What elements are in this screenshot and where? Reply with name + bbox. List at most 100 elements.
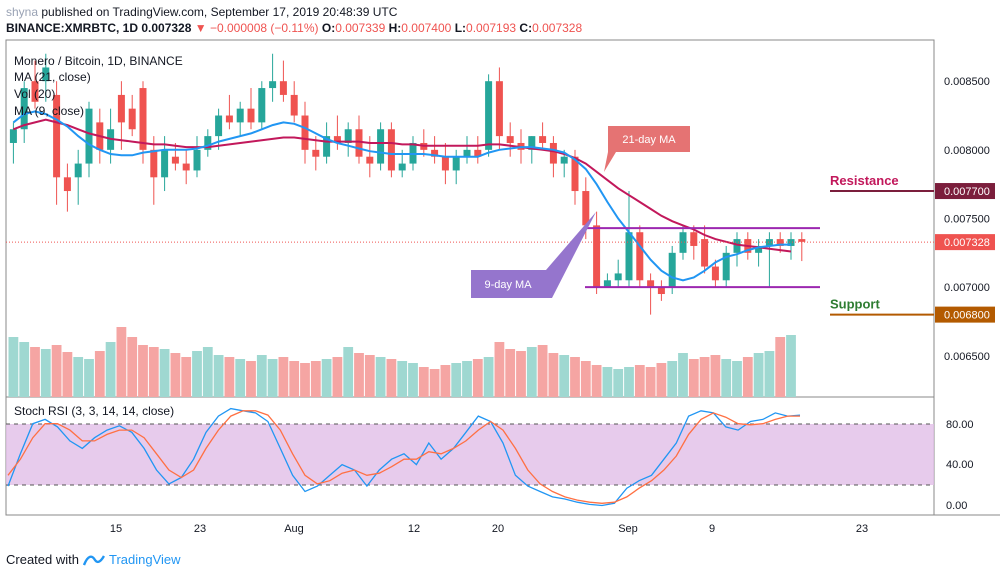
volume-bar <box>667 361 678 397</box>
volume-bar <box>732 361 742 397</box>
candle-body <box>733 239 741 253</box>
created-with-label: Created with <box>6 552 79 567</box>
price-axis[interactable]: 0.008500 0.008000 0.007500 0.007000 0.00… <box>944 76 990 363</box>
volume-bar <box>526 347 537 397</box>
volume-bar <box>127 337 138 397</box>
volume-bar <box>321 359 332 397</box>
volume-bar <box>786 335 796 397</box>
volume-bar <box>591 365 602 397</box>
footer: Created with TradingView <box>6 552 181 567</box>
volume-bar <box>246 361 256 397</box>
candle-body <box>485 81 493 150</box>
candle-body <box>171 156 179 164</box>
candle-body <box>366 156 374 164</box>
volume-bar <box>51 345 62 397</box>
candle-body <box>215 115 223 137</box>
candle-body <box>571 156 579 192</box>
ohlc-line: BINANCE:XMRBTC, 1D 0.007328 ▼ −0.000008 … <box>6 20 996 36</box>
chart-header: shyna published on TradingView.com, Sept… <box>6 4 996 40</box>
rsi-band <box>6 424 934 485</box>
candle-body <box>301 115 309 150</box>
candle-body <box>657 287 665 295</box>
candle-body <box>31 81 39 102</box>
support-price: 0.006800 <box>944 310 990 322</box>
price-tick-3: 0.007000 <box>944 282 990 294</box>
volume-bar <box>159 349 170 397</box>
volume-bar <box>300 363 310 397</box>
volume-bar <box>548 353 559 397</box>
volume-bar <box>256 355 267 397</box>
candle-body <box>647 280 655 288</box>
volume-bar <box>105 342 116 397</box>
ma21-callout-text: 21-day MA <box>622 134 676 146</box>
candles-layer <box>9 53 806 315</box>
volume-bar <box>192 351 202 397</box>
volume-bar <box>753 353 764 397</box>
candle-body <box>85 108 93 164</box>
volume-bar <box>386 359 397 397</box>
candle-body <box>258 88 266 123</box>
ma9-callout[interactable]: 9-day MA <box>471 212 596 298</box>
open-label: O: <box>321 21 336 35</box>
tradingview-logo-icon <box>82 554 105 565</box>
candle-body <box>344 129 352 143</box>
volume-bar <box>170 353 181 397</box>
candle-body <box>474 149 482 157</box>
time-axis[interactable]: 15 23 Aug 12 20 Sep 9 23 <box>110 523 868 535</box>
support-label: Support <box>830 297 880 312</box>
legend-vol: Vol (20) <box>14 87 55 101</box>
price-tick-2: 0.007500 <box>944 214 990 226</box>
time-tick-12: 12 <box>408 523 420 535</box>
volume-bar <box>580 361 591 397</box>
volume-bar <box>602 367 613 397</box>
ma21-callout[interactable]: 21-day MA <box>604 126 690 172</box>
volume-bar <box>181 357 192 397</box>
volume-bar <box>310 361 321 397</box>
candle-body <box>74 163 82 178</box>
candle-body <box>495 81 503 137</box>
volume-bar <box>408 363 418 397</box>
time-tick-aug: Aug <box>284 523 304 535</box>
volume-bar <box>656 363 667 397</box>
candle-body <box>441 156 449 171</box>
candle-body <box>161 149 169 178</box>
author-name[interactable]: shyna <box>6 5 39 19</box>
candle-body <box>690 232 698 246</box>
volume-bar <box>84 359 94 397</box>
volume-bar <box>688 359 699 397</box>
volume-bar <box>483 357 494 397</box>
volume-bar <box>721 359 732 397</box>
candle-body <box>333 136 341 143</box>
candle-body <box>614 273 622 281</box>
volume-bar <box>267 359 278 397</box>
time-tick-9: 9 <box>709 523 715 535</box>
candle-body <box>225 115 233 123</box>
price-tick-0: 0.008500 <box>944 76 990 88</box>
close-label: C: <box>519 21 533 35</box>
resistance-price: 0.007700 <box>944 186 990 198</box>
rsi-tick-40: 40.00 <box>946 459 974 471</box>
support-price-tag: 0.006800 <box>935 306 995 323</box>
candle-body <box>387 129 395 171</box>
low-label: L: <box>454 21 467 35</box>
volume-bar <box>742 357 753 397</box>
candle-body <box>236 108 244 123</box>
resistance-label: Resistance <box>830 173 899 188</box>
volume-bar <box>202 347 213 397</box>
publish-line: shyna published on TradingView.com, Sept… <box>6 4 996 20</box>
volume-bar <box>516 351 526 397</box>
time-tick-15: 15 <box>110 523 122 535</box>
volume-bar <box>634 365 645 397</box>
volume-bar <box>775 337 786 397</box>
volume-bar <box>613 369 624 397</box>
price-change: −0.000008 (−0.11%) <box>209 21 319 35</box>
current-price-tag: 0.007328 <box>935 234 995 251</box>
tradingview-brand[interactable]: TradingView <box>108 552 181 567</box>
candle-body <box>377 129 385 164</box>
volume-bar <box>429 369 440 397</box>
low-value: 0.007193 <box>466 21 517 35</box>
volume-bar <box>451 363 462 397</box>
candle-body <box>117 94 125 123</box>
close-value: 0.007328 <box>532 21 583 35</box>
